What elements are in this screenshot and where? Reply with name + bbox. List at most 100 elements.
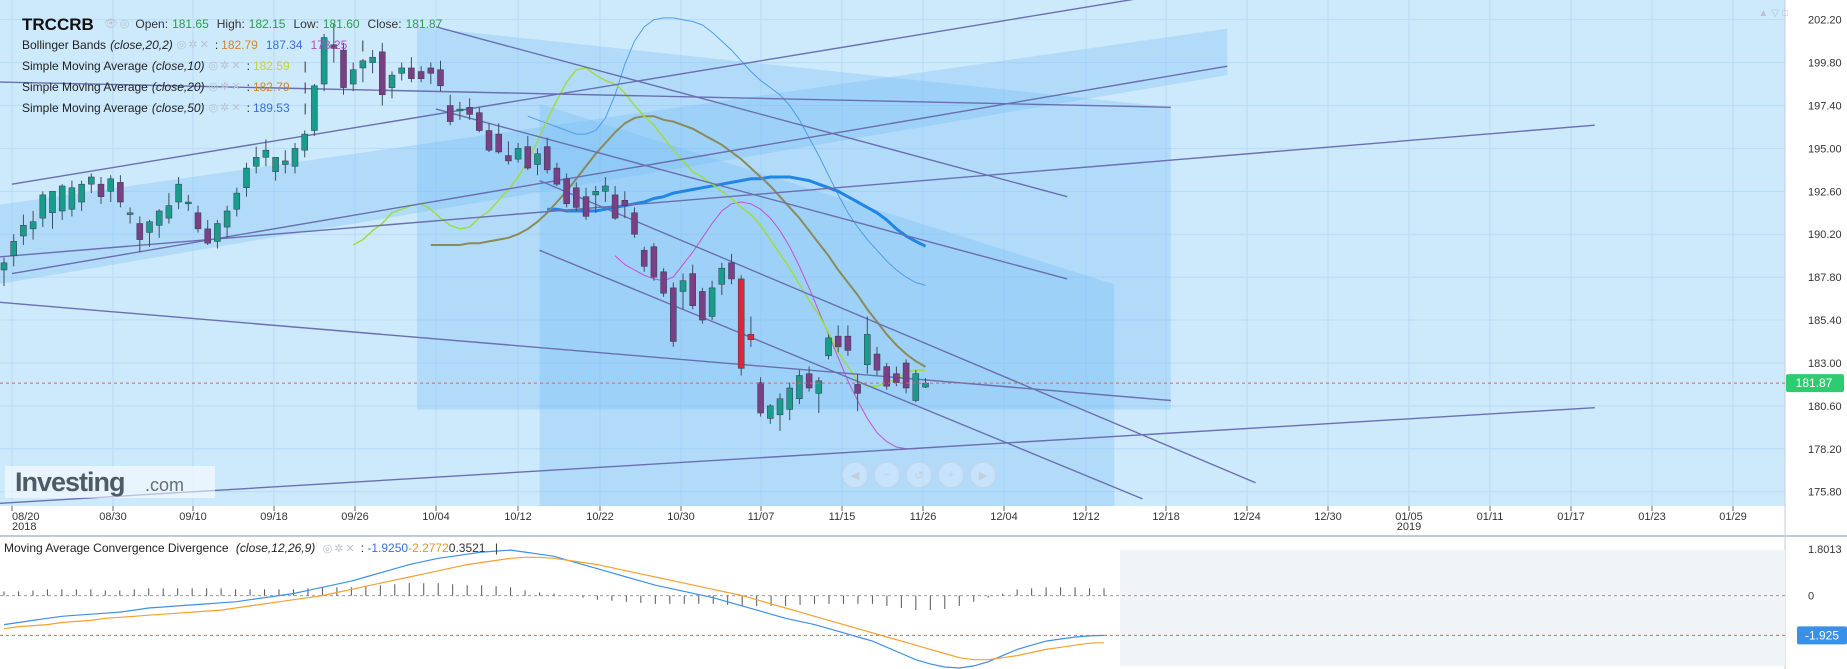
candle-body: [243, 167, 250, 188]
candle-body: [185, 201, 192, 205]
last-price-tag: [1786, 374, 1844, 393]
scroll-right-icon[interactable]: ▶: [970, 462, 996, 488]
open-label: Open:: [135, 17, 169, 31]
candle-body: [155, 210, 163, 226]
candle-body: [708, 287, 716, 317]
indicator-value: 182.79: [252, 80, 290, 94]
indicator-separator: |: [361, 38, 365, 52]
macd-future-area: [1120, 550, 1785, 666]
candle-body: [543, 146, 551, 171]
candle-body: [767, 405, 774, 419]
indicator-row: Simple Moving Average (close,20) ◎✲✕:182.7…: [22, 77, 442, 98]
candle-body: [922, 382, 929, 388]
indicator-label: Simple Moving Average: [22, 80, 148, 94]
candle-body: [252, 157, 260, 167]
candle-body: [495, 133, 502, 153]
signal-line: [3, 556, 1105, 661]
candle-body: [602, 185, 609, 192]
y-tick-label: 190.20: [1808, 229, 1842, 241]
price-pane[interactable]: [0, 0, 1785, 506]
indicator-value: 182.79: [221, 38, 258, 52]
candle-body: [757, 382, 764, 414]
indicator-colon: :: [246, 101, 250, 115]
candle-body: [204, 228, 211, 244]
bollinger-upper-line: [527, 17, 926, 286]
x-tick-label: 12/18: [1152, 511, 1180, 523]
channel-fill: [417, 26, 1171, 410]
chart-legend: TRCCRB 👁◎ Open: 181.65 High: 182.15 Low:…: [22, 14, 442, 119]
candle-body: [718, 267, 726, 285]
indicator-settings-icon[interactable]: ◎✲✕: [176, 39, 211, 51]
candle-body: [573, 187, 580, 208]
candle-body: [466, 107, 473, 115]
zoom-out-icon[interactable]: −: [874, 462, 900, 488]
macd-settings-icon[interactable]: ◎✲✕: [322, 543, 357, 555]
macd-last-tag-text: -1.925: [1805, 628, 1839, 642]
indicator-settings-icon[interactable]: ◎✲✕: [208, 102, 243, 114]
candle-body: [0, 262, 8, 271]
sma10-line: [352, 67, 926, 387]
x-tick-label: 12/30: [1314, 511, 1342, 523]
candle-body: [524, 146, 532, 169]
candle-body: [582, 196, 590, 217]
candle-body: [291, 148, 299, 167]
macd-last-tag: [1797, 626, 1847, 645]
x-tick-label: 11/07: [748, 511, 775, 523]
candle-body: [737, 278, 745, 369]
candle-body: [272, 157, 279, 172]
candle-body: [873, 353, 881, 371]
candle-body: [883, 366, 890, 387]
candle-body: [223, 210, 231, 228]
candle-body: [640, 250, 648, 267]
candle-body: [379, 51, 386, 96]
candle-body: [117, 182, 124, 203]
candle-body: [786, 387, 793, 410]
indicator-settings-icon[interactable]: ◎✲✕: [208, 81, 243, 93]
candle-body: [146, 221, 153, 233]
scroll-left-icon[interactable]: ◀: [842, 462, 868, 488]
symbol-label: TRCCRB: [22, 15, 94, 34]
indicator-settings-icon[interactable]: ◎✲✕: [208, 60, 243, 72]
indicator-params: (close,20): [151, 80, 205, 94]
macd-values: -1.9250-2.27720.3521: [367, 541, 485, 555]
reset-icon[interactable]: ↺: [906, 462, 932, 488]
macd-params: (close,12,26,9): [235, 541, 316, 555]
low-value: 181.60: [322, 17, 360, 31]
y-tick-label: 192.60: [1808, 186, 1842, 198]
x-tick-label: 01/05: [1395, 511, 1423, 523]
x-tick-label: 10/30: [667, 511, 695, 523]
indicator-value: 187.34: [265, 38, 303, 52]
zoom-in-icon[interactable]: +: [938, 462, 964, 488]
candle-body: [262, 149, 270, 158]
y-tick-label: 187.80: [1808, 272, 1842, 284]
indicator-separator: |: [303, 59, 307, 73]
candle-body: [369, 56, 376, 63]
trendline: [0, 81, 1171, 108]
candle-body: [699, 291, 706, 321]
visibility-eye-icon[interactable]: 👁◎: [103, 18, 132, 30]
open-value: 181.65: [172, 17, 209, 31]
candle-body: [29, 221, 37, 230]
candle-body: [679, 280, 687, 292]
x-tick-label: 01/23: [1638, 511, 1666, 523]
x-tick-label: 12/04: [990, 511, 1018, 523]
candle-body: [126, 212, 134, 215]
macd-line: [3, 549, 1105, 669]
candle-body: [534, 153, 541, 165]
y-tick-label: 185.40: [1808, 315, 1842, 327]
y-tick-label: 199.80: [1808, 58, 1842, 70]
high-value: 182.15: [248, 17, 286, 31]
ohlc-row: TRCCRB 👁◎ Open: 181.65 High: 182.15 Low:…: [22, 14, 442, 35]
pane-controls-icons[interactable]: ▲▽□: [1758, 8, 1791, 19]
indicator-value: 189.53: [252, 101, 290, 115]
x-tick-label: 09/26: [341, 511, 369, 523]
candle-body: [165, 205, 173, 219]
indicator-value: 182.59: [252, 59, 290, 73]
candle-body: [427, 67, 435, 74]
last-price-tag-text: 181.87: [1796, 376, 1833, 390]
indicator-row: Bollinger Bands (close,20,2) ◎✲✕:182.79 187…: [22, 35, 442, 56]
indicator-colon: :: [246, 59, 250, 73]
indicator-row: Simple Moving Average (close,50) ◎✲✕:189.5…: [22, 98, 442, 119]
macd-value: -1.9250: [367, 541, 409, 555]
